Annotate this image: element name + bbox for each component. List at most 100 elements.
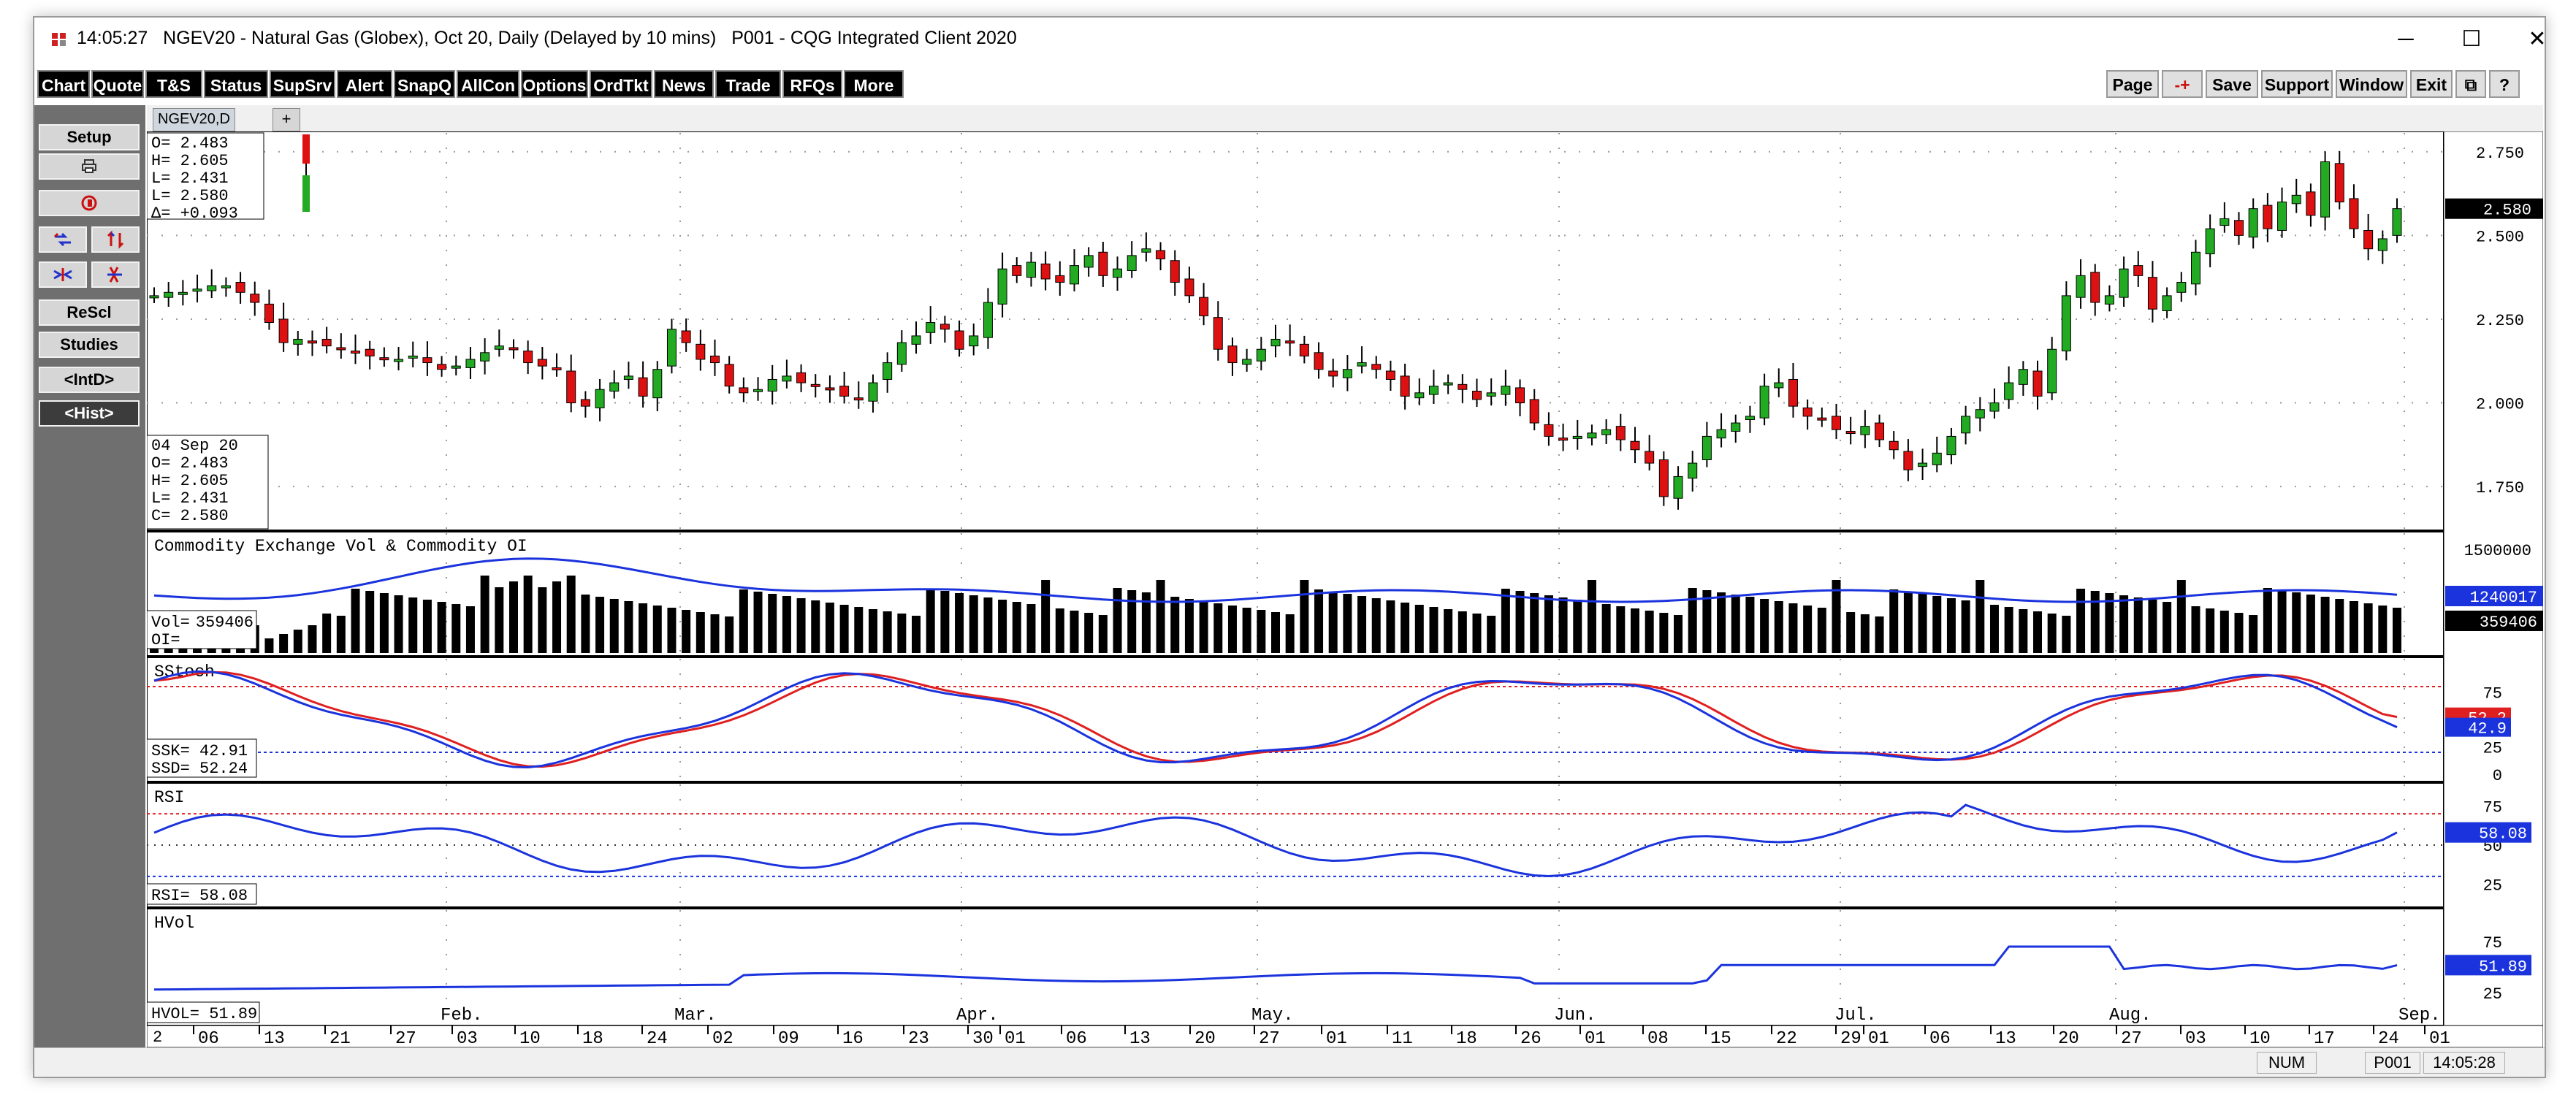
candle-body[interactable] xyxy=(1428,386,1438,395)
candle-body[interactable] xyxy=(2018,369,2028,385)
candle-body[interactable] xyxy=(997,268,1007,305)
candle-body[interactable] xyxy=(652,369,663,399)
candle-body[interactable] xyxy=(1328,370,1338,377)
candle-body[interactable] xyxy=(1745,416,1755,420)
candle-body[interactable] xyxy=(911,335,921,345)
candle-body[interactable] xyxy=(1213,317,1223,350)
candle-body[interactable] xyxy=(1845,431,1856,435)
candle-body[interactable] xyxy=(2277,202,2287,231)
candle-body[interactable] xyxy=(321,338,332,347)
candle-body[interactable] xyxy=(883,362,893,380)
candle-body[interactable] xyxy=(2176,282,2187,293)
candle-body[interactable] xyxy=(207,285,217,291)
candle-body[interactable] xyxy=(2061,295,2071,352)
candle-body[interactable] xyxy=(2004,382,2014,400)
close-button[interactable]: ✕ xyxy=(2528,27,2547,51)
candle-body[interactable] xyxy=(1371,364,1382,370)
candle-body[interactable] xyxy=(739,387,749,394)
candle-body[interactable] xyxy=(638,377,648,397)
candle-body[interactable] xyxy=(595,389,605,408)
candle-body[interactable] xyxy=(494,345,504,350)
candle-body[interactable] xyxy=(394,359,404,362)
candle-body[interactable] xyxy=(983,302,993,338)
candle-body[interactable] xyxy=(1069,265,1079,285)
zoom-in-button[interactable] xyxy=(39,261,87,288)
candle-body[interactable] xyxy=(437,364,447,370)
candle-body[interactable] xyxy=(537,359,547,367)
print-button[interactable] xyxy=(39,153,140,180)
candle-body[interactable] xyxy=(2392,208,2402,236)
candle-body[interactable] xyxy=(552,367,562,370)
candle-body[interactable] xyxy=(1860,426,1870,435)
candle-body[interactable] xyxy=(1961,416,1971,434)
candle-body[interactable] xyxy=(1903,451,1913,470)
candle-body[interactable] xyxy=(1170,260,1180,283)
candle-body[interactable] xyxy=(1256,348,1266,362)
candle-body[interactable] xyxy=(465,359,476,368)
candle-body[interactable] xyxy=(1026,261,1036,278)
compress-horizontal-button[interactable] xyxy=(39,226,87,253)
candle-body[interactable] xyxy=(1385,370,1395,380)
toolbar-chart-button[interactable]: Chart xyxy=(37,70,90,98)
toolbar-restore-button[interactable]: ⧉ xyxy=(2455,70,2486,98)
candle-body[interactable] xyxy=(2219,218,2230,226)
toolbar-ts-button[interactable]: T&S xyxy=(145,70,202,98)
candle-body[interactable] xyxy=(1486,392,1496,397)
candle-body[interactable] xyxy=(1270,338,1281,347)
candle-body[interactable] xyxy=(566,370,576,404)
candle-body[interactable] xyxy=(2377,238,2388,251)
candle-body[interactable] xyxy=(2205,228,2215,255)
candle-body[interactable] xyxy=(523,351,533,364)
candle-body[interactable] xyxy=(1673,475,1683,499)
candle-body[interactable] xyxy=(351,351,361,354)
candle-body[interactable] xyxy=(149,295,159,299)
candle-body[interactable] xyxy=(264,303,274,324)
candle-body[interactable] xyxy=(1731,422,1741,432)
candle-body[interactable] xyxy=(796,372,807,383)
candle-body[interactable] xyxy=(1184,278,1194,297)
candle-body[interactable] xyxy=(1774,382,1784,389)
candle-body[interactable] xyxy=(753,389,763,392)
candle-body[interactable] xyxy=(192,289,202,292)
candle-body[interactable] xyxy=(221,285,231,289)
add-tab-button[interactable]: + xyxy=(273,108,300,131)
candle-body[interactable] xyxy=(164,291,174,298)
candle-body[interactable] xyxy=(1645,451,1655,464)
candle-body[interactable] xyxy=(278,318,289,343)
candle-body[interactable] xyxy=(609,382,620,392)
candle-body[interactable] xyxy=(666,329,677,367)
candle-body[interactable] xyxy=(1989,402,2000,412)
toolbar-page-button[interactable]: Page xyxy=(2106,70,2159,98)
candle-body[interactable] xyxy=(580,399,590,407)
candle-body[interactable] xyxy=(868,382,878,402)
candle-body[interactable] xyxy=(1199,297,1209,316)
candle-body[interactable] xyxy=(2234,220,2244,236)
candle-body[interactable] xyxy=(422,357,432,364)
studies-button[interactable]: Studies xyxy=(39,332,140,358)
candle-body[interactable] xyxy=(379,357,389,361)
maximize-button[interactable]: ☐ xyxy=(2461,27,2482,51)
setup-button[interactable]: Setup xyxy=(39,124,140,150)
candle-body[interactable] xyxy=(1083,255,1094,268)
candle-body[interactable] xyxy=(1400,375,1410,397)
candle-body[interactable] xyxy=(954,330,964,350)
candle-body[interactable] xyxy=(1141,248,1151,253)
candle-body[interactable] xyxy=(969,335,979,347)
candle-body[interactable] xyxy=(1946,435,1956,456)
candle-body[interactable] xyxy=(1975,409,1985,419)
toolbar-window-button[interactable]: Window xyxy=(2336,70,2407,98)
candle-body[interactable] xyxy=(2133,265,2144,276)
candle-body[interactable] xyxy=(825,387,835,391)
candle-body[interactable] xyxy=(896,342,907,365)
candle-body[interactable] xyxy=(1558,438,1569,441)
candle-body[interactable] xyxy=(2306,191,2316,216)
candle-body[interactable] xyxy=(2263,205,2273,229)
candle-body[interactable] xyxy=(2119,268,2129,298)
candle-body[interactable] xyxy=(2320,161,2331,218)
candle-body[interactable] xyxy=(365,348,375,356)
candle-body[interactable] xyxy=(178,291,188,295)
candle-body[interactable] xyxy=(2291,194,2301,205)
zoom-out-button[interactable] xyxy=(91,261,140,288)
candle-body[interactable] xyxy=(1127,255,1137,271)
candle-body[interactable] xyxy=(767,378,777,392)
